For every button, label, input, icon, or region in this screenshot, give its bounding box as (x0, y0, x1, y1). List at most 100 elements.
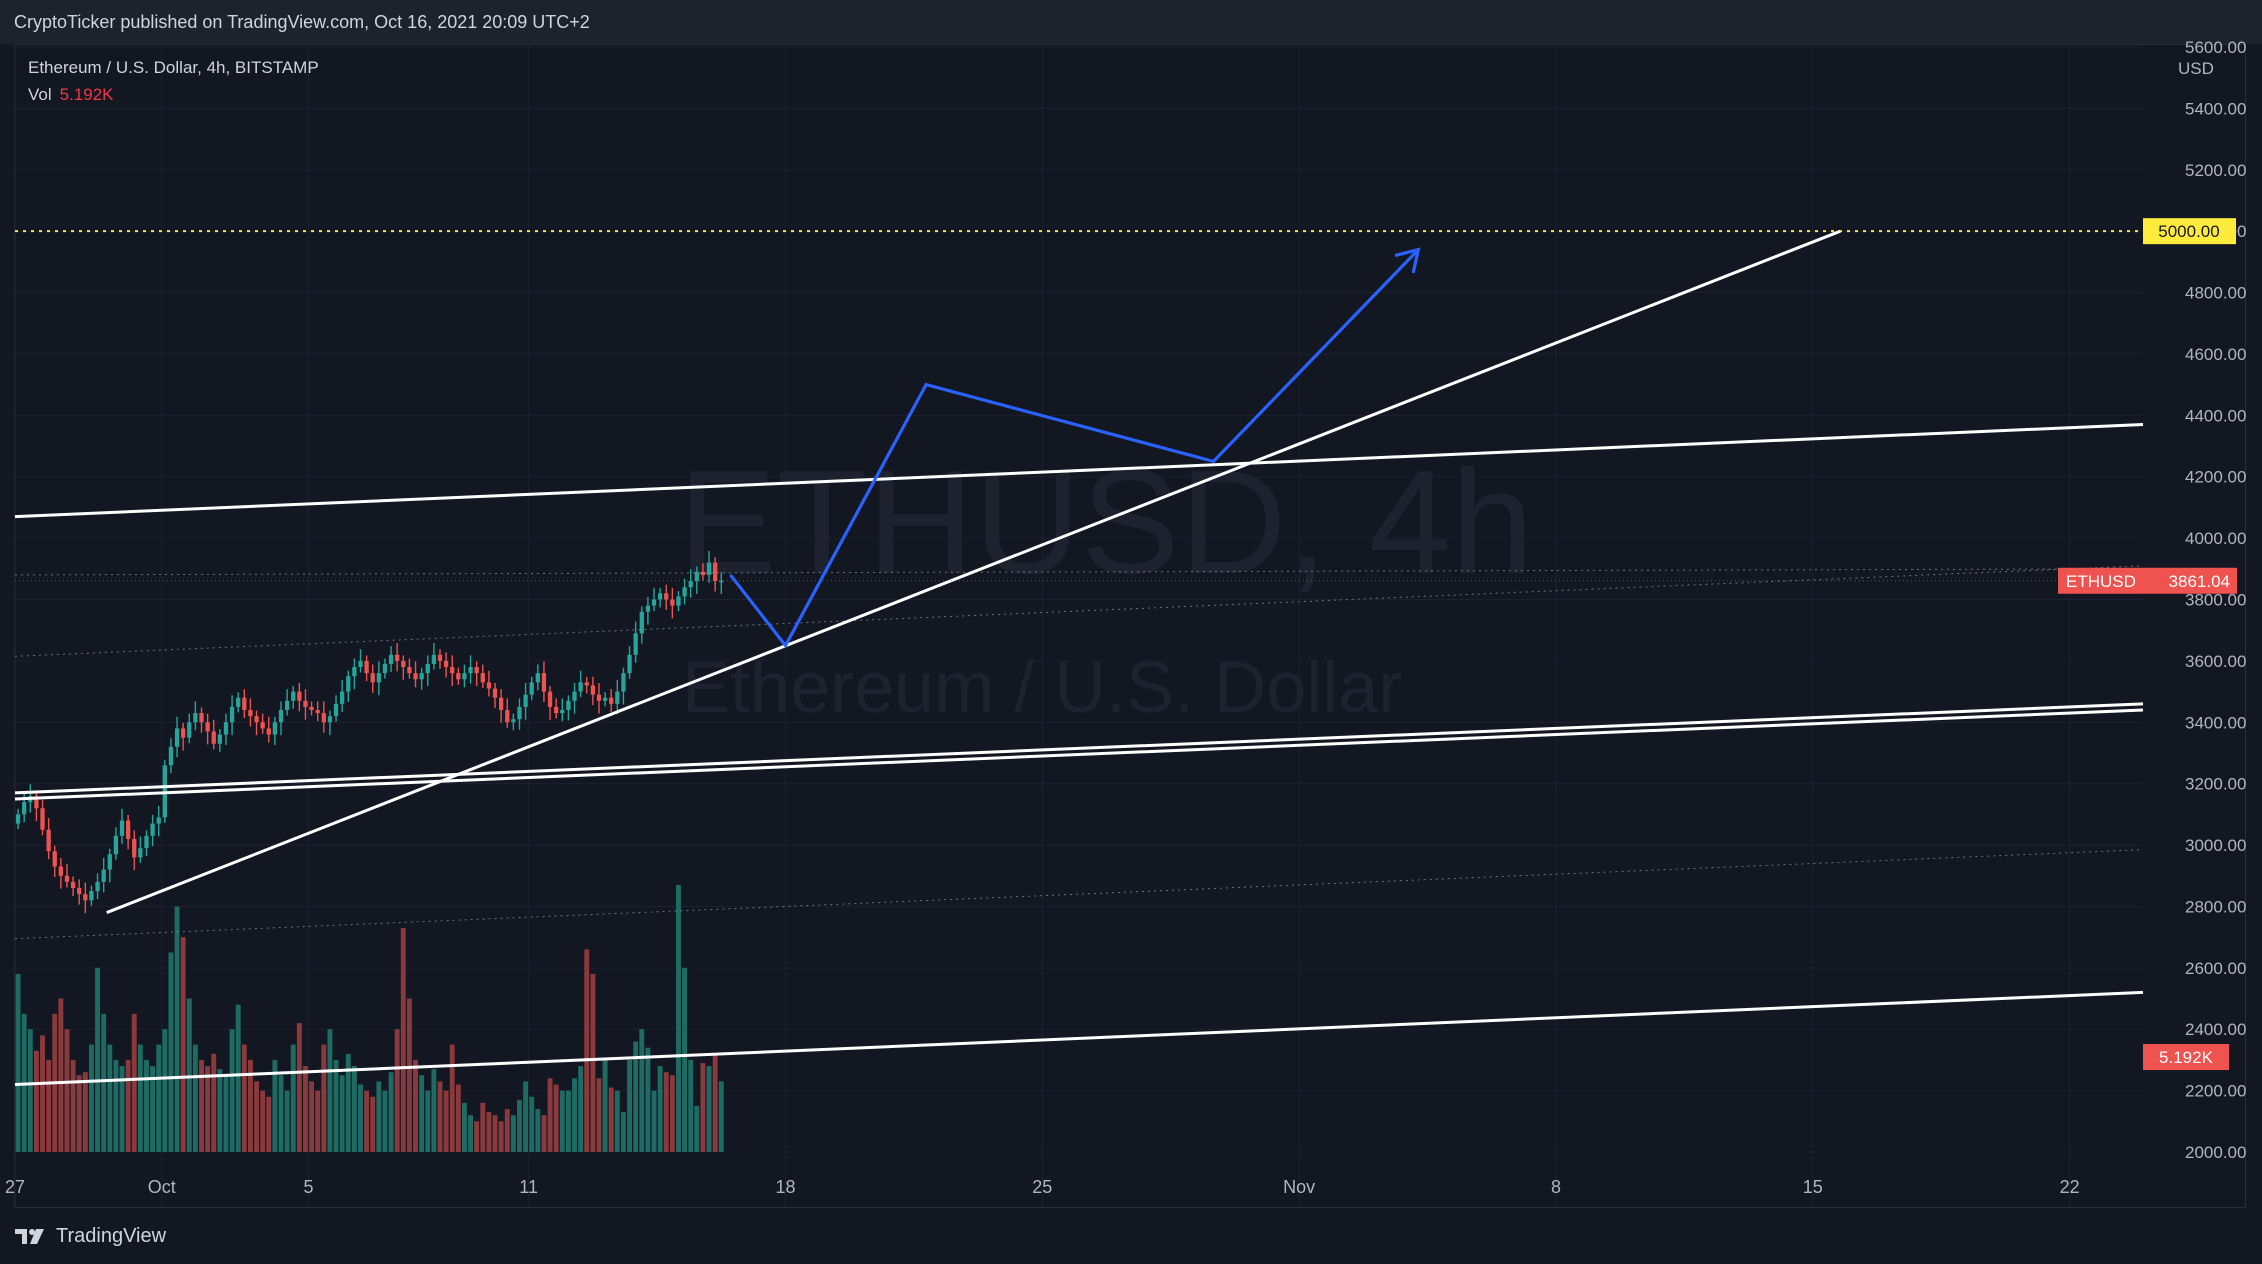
volume-bar (431, 1069, 437, 1152)
volume-bar (474, 1121, 480, 1152)
candle-body (407, 667, 412, 674)
candle-body (168, 746, 174, 766)
y-tick-label: 5200.00 (2185, 161, 2246, 180)
last-volume-badge (2143, 1044, 2229, 1070)
x-tick-label: Oct (148, 1177, 176, 1197)
candle-body (547, 691, 553, 707)
candle-body (602, 697, 608, 701)
volume-label: Vol (28, 85, 52, 104)
candle-body (260, 722, 265, 729)
candle-body (596, 694, 602, 701)
candle-body (535, 673, 540, 683)
volume-bar (559, 1090, 565, 1152)
volume-bar (376, 1081, 382, 1152)
dotted-channel-line (14, 849, 2144, 940)
candle-body (181, 728, 186, 738)
candle-body (480, 673, 485, 683)
volume-bar (437, 1081, 443, 1152)
y-tick-label: 4800.00 (2185, 284, 2246, 303)
volume-bar (669, 1075, 675, 1152)
volume-bar (565, 1090, 571, 1152)
dotted-channel-line (14, 568, 2144, 576)
volume-bar (101, 1013, 107, 1152)
volume-bar (657, 1066, 663, 1152)
candle-body (382, 663, 388, 674)
watermark-ticker: ETHUSD, 4h (678, 440, 1533, 605)
volume-bar (614, 1090, 620, 1152)
volume-bar (339, 1075, 345, 1152)
candle-body (327, 716, 333, 723)
candle-body (388, 654, 394, 664)
volume-bar (651, 1090, 657, 1152)
tradingview-logo-icon (15, 1229, 44, 1244)
candle-body (609, 697, 614, 704)
volume-bar (260, 1090, 266, 1152)
candle-body (46, 829, 51, 852)
volume-bar (572, 1078, 577, 1152)
volume-bar (351, 1066, 357, 1152)
candle-body (657, 593, 663, 600)
candle-body (590, 685, 596, 695)
candle-body (700, 571, 706, 575)
candle-body (511, 719, 516, 723)
y-tick-label: 2400.00 (2185, 1020, 2246, 1039)
y-tick-label: 3600.00 (2185, 652, 2246, 671)
candle-body (676, 596, 681, 606)
volume-bar (492, 1115, 498, 1152)
volume-bar (443, 1090, 449, 1152)
candle-body (346, 676, 351, 692)
candle-body (205, 722, 210, 732)
candle-body (370, 673, 375, 683)
y-tick-label: 4600.00 (2185, 345, 2246, 364)
y-tick-label: 2600.00 (2185, 959, 2246, 978)
volume-bar (596, 1078, 602, 1152)
volume-bar (541, 1115, 547, 1152)
volume-bar (498, 1121, 504, 1152)
footer-brand-label: TradingView (56, 1224, 167, 1247)
volume-bar (608, 1087, 614, 1152)
footer-brand[interactable]: TradingView (14, 1222, 166, 1250)
candle-body (364, 660, 369, 674)
candle-body (132, 838, 137, 858)
volume-bar (76, 1075, 82, 1152)
volume-bar (663, 1072, 669, 1152)
candle-body (694, 571, 699, 582)
candle-body (83, 894, 88, 901)
candle-body (272, 722, 278, 735)
candle-body (688, 581, 693, 588)
volume-bar (688, 1059, 694, 1152)
candle-body (266, 728, 271, 735)
candle-body (315, 710, 320, 714)
x-tick-label: 18 (775, 1177, 795, 1197)
volume-bar (131, 1013, 137, 1152)
candle-body (101, 869, 106, 882)
candle-body (376, 673, 381, 683)
candle-body (284, 700, 290, 710)
candle-body (291, 691, 296, 701)
volume-bar (388, 1072, 394, 1152)
y-tick-label: 4400.00 (2185, 406, 2246, 425)
candle-body (492, 688, 498, 698)
candle-body (517, 706, 522, 720)
volume-bar (712, 1053, 718, 1152)
candles (15, 551, 724, 914)
candle-body (138, 848, 143, 858)
target-price-label: 5000.00 (2158, 222, 2219, 241)
chart-frame[interactable] (14, 44, 2246, 1208)
volume-bar (584, 949, 590, 1152)
candle-body (187, 722, 192, 738)
symbol-title: Ethereum / U.S. Dollar, 4h, BITSTAMP (28, 58, 319, 77)
candle-body (505, 710, 510, 723)
candle-body (156, 817, 161, 824)
volume-bar (82, 1072, 88, 1152)
candle-body (107, 854, 112, 870)
candle-body (425, 663, 430, 674)
lower-channel-line (14, 990, 2144, 1086)
y-tick-label: 3800.00 (2185, 591, 2246, 610)
candle-body (321, 713, 326, 723)
volume-bar (553, 1084, 559, 1152)
candle-body (278, 710, 284, 723)
volume-bar (186, 998, 192, 1152)
candle-body (95, 881, 100, 892)
